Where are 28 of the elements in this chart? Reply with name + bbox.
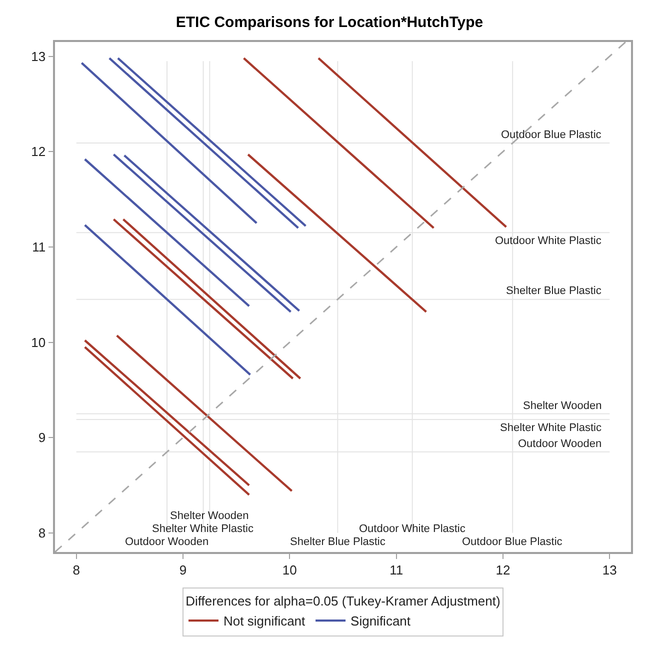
x-tick-label: 8 xyxy=(72,562,80,578)
legend-label: Significant xyxy=(350,614,411,629)
y-tick-label: 11 xyxy=(32,240,46,254)
legend-label: Not significant xyxy=(224,614,306,629)
y-tick-label: 10 xyxy=(31,334,46,350)
y-tick-label: 8 xyxy=(38,525,46,540)
ref-line-label: Outdoor Wooden xyxy=(125,536,209,548)
ref-line-label: Outdoor White Plastic xyxy=(495,235,602,247)
y-tick-label: 13 xyxy=(31,48,46,64)
chart-title: ETIC Comparisons for Location*HutchType xyxy=(176,14,484,32)
ref-line-label: Shelter Wooden xyxy=(170,510,249,522)
ref-line-label: Shelter White Plastic xyxy=(500,422,602,434)
x-tick-label: 12 xyxy=(496,562,510,578)
y-tick-label: 12 xyxy=(31,144,46,160)
ref-line-label: Outdoor White Plastic xyxy=(359,523,466,535)
ref-line-label: Shelter Wooden xyxy=(523,400,602,412)
ref-line-label: Shelter White Plastic xyxy=(152,523,254,535)
ref-line-label: Shelter Blue Plastic xyxy=(506,285,602,297)
ref-line-label: Shelter Blue Plastic xyxy=(290,536,386,548)
x-tick-label: 13 xyxy=(602,562,617,578)
x-tick-label: 11 xyxy=(390,562,404,578)
ref-line-label: Outdoor Blue Plastic xyxy=(501,129,602,141)
ref-line-label: Outdoor Blue Plastic xyxy=(462,536,563,548)
x-tick-label: 9 xyxy=(179,562,187,578)
legend-title: Differences for alpha=0.05 (Tukey-Kramer Adjustment) xyxy=(186,594,500,609)
x-tick-label: 10 xyxy=(282,562,297,578)
ref-line-label: Outdoor Wooden xyxy=(518,438,602,450)
y-tick-label: 9 xyxy=(38,430,46,446)
